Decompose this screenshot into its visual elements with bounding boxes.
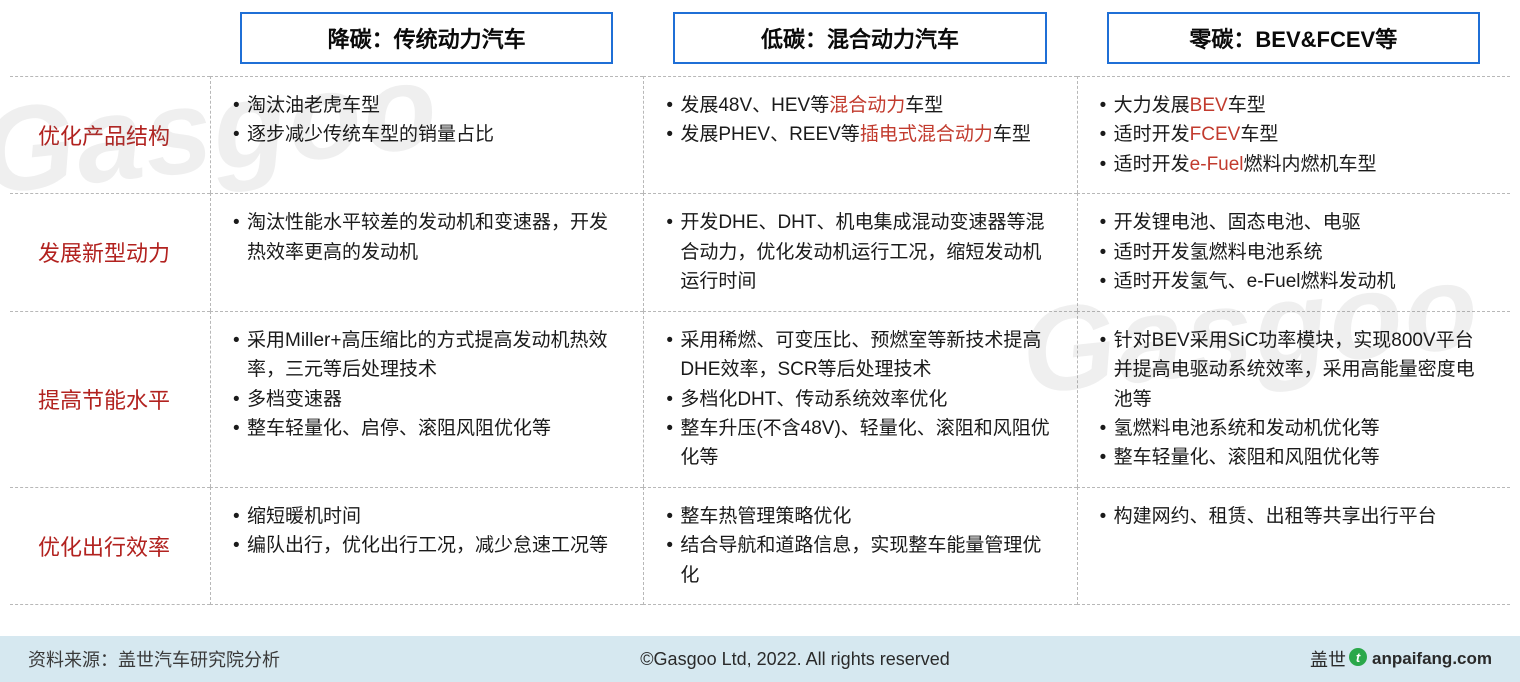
table-cell: 构建网约、租赁、出租等共享出行平台 [1077, 487, 1510, 605]
row-label: 提高节能水平 [10, 311, 210, 487]
brand-domain: anpaifang.com [1372, 649, 1492, 669]
list-item: 整车轻量化、启停、滚阻风阻优化等 [233, 414, 621, 443]
col-header-3: 零碳：BEV&FCEV等 [1107, 12, 1480, 64]
list-item: 淘汰性能水平较差的发动机和变速器，开发热效率更高的发动机 [233, 208, 621, 267]
list-item: 针对BEV采用SiC功率模块，实现800V平台并提高电驱动系统效率，采用高能量密… [1100, 326, 1488, 414]
row-label: 发展新型动力 [10, 193, 210, 310]
list-item: 采用Miller+高压缩比的方式提高发动机热效率，三元等后处理技术 [233, 326, 621, 385]
list-item: 发展48V、HEV等混合动力车型 [666, 91, 1054, 120]
table-cell: 采用稀燃、可变压比、预燃室等新技术提高DHE效率，SCR等后处理技术多档化DHT… [643, 311, 1076, 487]
list-item: 适时开发氢燃料电池系统 [1100, 238, 1488, 267]
brand-logo-icon: t [1348, 647, 1368, 672]
table-cell: 开发DHE、DHT、机电集成混动变速器等混合动力，优化发动机运行工况，缩短发动机… [643, 193, 1076, 310]
row-label: 优化出行效率 [10, 487, 210, 605]
col-header-1: 降碳：传统动力汽车 [240, 12, 613, 64]
list-item: 多档变速器 [233, 385, 621, 414]
table-cell: 缩短暖机时间编队出行，优化出行工况，减少怠速工况等 [210, 487, 643, 605]
list-item: 开发锂电池、固态电池、电驱 [1100, 208, 1488, 237]
header-spacer [10, 0, 210, 70]
list-item: 适时开发FCEV车型 [1100, 120, 1488, 149]
list-item: 编队出行，优化出行工况，减少怠速工况等 [233, 531, 621, 560]
list-item: 适时开发e-Fuel燃料内燃机车型 [1100, 150, 1488, 179]
table-cell: 采用Miller+高压缩比的方式提高发动机热效率，三元等后处理技术多档变速器整车… [210, 311, 643, 487]
table-cell: 针对BEV采用SiC功率模块，实现800V平台并提高电驱动系统效率，采用高能量密… [1077, 311, 1510, 487]
row-label: 优化产品结构 [10, 76, 210, 193]
table-cell: 大力发展BEV车型适时开发FCEV车型适时开发e-Fuel燃料内燃机车型 [1077, 76, 1510, 193]
list-item: 采用稀燃、可变压比、预燃室等新技术提高DHE效率，SCR等后处理技术 [666, 326, 1054, 385]
table-cell: 淘汰油老虎车型逐步减少传统车型的销量占比 [210, 76, 643, 193]
list-item: 逐步减少传统车型的销量占比 [233, 120, 621, 149]
list-item: 大力发展BEV车型 [1100, 91, 1488, 120]
list-item: 缩短暖机时间 [233, 502, 621, 531]
table-cell: 发展48V、HEV等混合动力车型发展PHEV、REEV等插电式混合动力车型 [643, 76, 1076, 193]
list-item: 多档化DHT、传动系统效率优化 [666, 385, 1054, 414]
table-cell: 开发锂电池、固态电池、电驱适时开发氢燃料电池系统适时开发氢气、e-Fuel燃料发… [1077, 193, 1510, 310]
table-cell: 淘汰性能水平较差的发动机和变速器，开发热效率更高的发动机 [210, 193, 643, 310]
list-item: 淘汰油老虎车型 [233, 91, 621, 120]
svg-text:t: t [1356, 650, 1361, 665]
list-item: 开发DHE、DHT、机电集成混动变速器等混合动力，优化发动机运行工况，缩短发动机… [666, 208, 1054, 296]
list-item: 发展PHEV、REEV等插电式混合动力车型 [666, 120, 1054, 149]
footer-source: 资料来源：盖世汽车研究院分析 [28, 646, 280, 672]
footer-bar: 资料来源：盖世汽车研究院分析 ©Gasgoo Ltd, 2022. All ri… [0, 636, 1520, 682]
list-item: 适时开发氢气、e-Fuel燃料发动机 [1100, 267, 1488, 296]
list-item: 氢燃料电池系统和发动机优化等 [1100, 414, 1488, 443]
list-item: 整车轻量化、滚阻和风阻优化等 [1100, 443, 1488, 472]
list-item: 结合导航和道路信息，实现整车能量管理优化 [666, 531, 1054, 590]
comparison-table: 降碳：传统动力汽车 低碳：混合动力汽车 零碳：BEV&FCEV等 优化产品结构淘… [10, 0, 1510, 605]
col-header-2: 低碳：混合动力汽车 [673, 12, 1046, 64]
brand-cn: 盖世 [1310, 646, 1346, 672]
footer-brand: 盖世 t anpaifang.com [1310, 646, 1492, 672]
list-item: 整车热管理策略优化 [666, 502, 1054, 531]
footer-copyright: ©Gasgoo Ltd, 2022. All rights reserved [280, 649, 1310, 670]
slide: Gasgoo Gasgoo 降碳：传统动力汽车 低碳：混合动力汽车 零碳：BEV… [0, 0, 1520, 682]
list-item: 构建网约、租赁、出租等共享出行平台 [1100, 502, 1488, 531]
table-cell: 整车热管理策略优化结合导航和道路信息，实现整车能量管理优化 [643, 487, 1076, 605]
list-item: 整车升压(不含48V)、轻量化、滚阻和风阻优化等 [666, 414, 1054, 473]
